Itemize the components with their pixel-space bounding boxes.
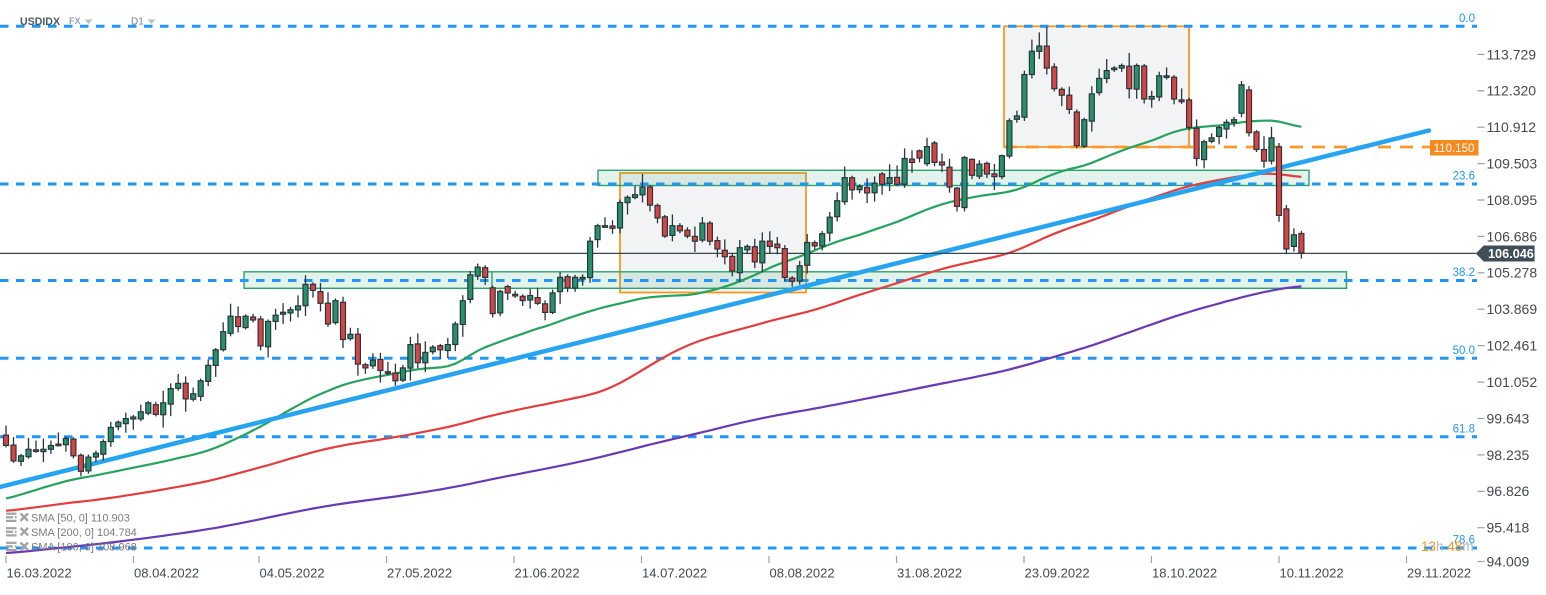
svg-text:USDIDX: USDIDX xyxy=(20,16,60,28)
svg-text:18.10.2022: 18.10.2022 xyxy=(1152,566,1217,581)
svg-text:08.08.2022: 08.08.2022 xyxy=(770,566,835,581)
svg-text:108.095: 108.095 xyxy=(1487,192,1538,208)
svg-text:23.6: 23.6 xyxy=(1453,171,1475,183)
svg-text:95.418: 95.418 xyxy=(1487,520,1530,536)
svg-text:110.912: 110.912 xyxy=(1487,119,1537,135)
svg-text:SMA [100, 0] 108.968: SMA [100, 0] 108.968 xyxy=(31,542,137,554)
svg-text:112.320: 112.320 xyxy=(1487,83,1537,99)
svg-text:04.05.2022: 04.05.2022 xyxy=(260,566,325,581)
svg-text:99.643: 99.643 xyxy=(1487,410,1530,426)
svg-text:61.8: 61.8 xyxy=(1453,423,1475,435)
svg-text:38.2: 38.2 xyxy=(1453,267,1475,279)
svg-text:14.07.2022: 14.07.2022 xyxy=(642,566,707,581)
svg-text:105.278: 105.278 xyxy=(1487,265,1538,281)
svg-text:SMA [200, 0] 104.784: SMA [200, 0] 104.784 xyxy=(31,527,137,539)
svg-text:0.0: 0.0 xyxy=(1459,13,1475,25)
svg-text:106.686: 106.686 xyxy=(1487,228,1538,244)
svg-text:102.461: 102.461 xyxy=(1487,338,1538,354)
svg-text:10.11.2022: 10.11.2022 xyxy=(1280,566,1344,581)
svg-text:106.046: 106.046 xyxy=(1488,247,1534,261)
svg-text:110.150: 110.150 xyxy=(1434,143,1475,155)
svg-text:98.235: 98.235 xyxy=(1487,447,1530,463)
svg-text:113.729: 113.729 xyxy=(1487,46,1537,62)
svg-text:16.03.2022: 16.03.2022 xyxy=(7,566,72,581)
svg-text:78.6: 78.6 xyxy=(1453,535,1475,547)
svg-text:101.052: 101.052 xyxy=(1487,374,1538,390)
svg-text:D1: D1 xyxy=(131,17,144,28)
svg-text:08.04.2022: 08.04.2022 xyxy=(134,566,199,581)
svg-text:SMA [50, 0] 110.903: SMA [50, 0] 110.903 xyxy=(31,512,130,524)
svg-text:31.08.2022: 31.08.2022 xyxy=(897,566,962,581)
svg-text:23.09.2022: 23.09.2022 xyxy=(1025,566,1090,581)
svg-text:109.503: 109.503 xyxy=(1487,156,1538,172)
svg-text:94.009: 94.009 xyxy=(1487,553,1530,569)
svg-text:96.826: 96.826 xyxy=(1487,483,1530,499)
svg-text:29.11.2022: 29.11.2022 xyxy=(1407,566,1471,581)
svg-text:FX: FX xyxy=(69,16,81,26)
svg-text:21.06.2022: 21.06.2022 xyxy=(515,566,580,581)
svg-text:13h 48m: 13h 48m xyxy=(1421,539,1474,554)
svg-text:50.0: 50.0 xyxy=(1453,345,1475,357)
svg-text:103.869: 103.869 xyxy=(1487,301,1538,317)
svg-text:27.05.2022: 27.05.2022 xyxy=(387,566,452,581)
